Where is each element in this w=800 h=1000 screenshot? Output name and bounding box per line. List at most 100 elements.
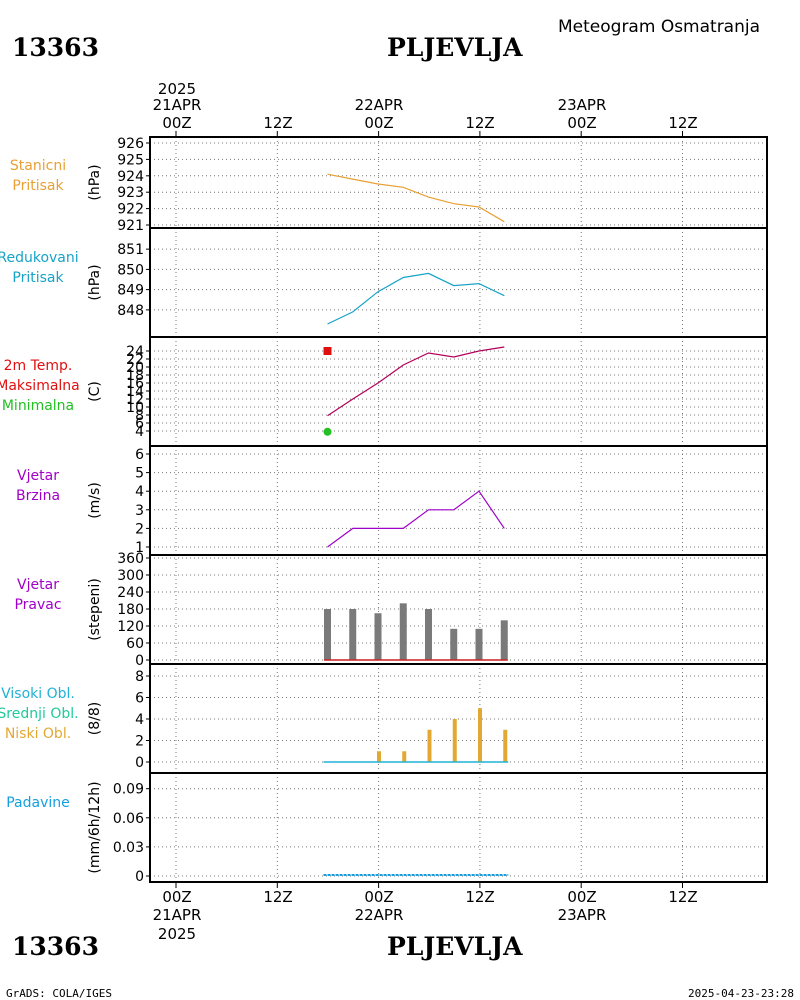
y-tick-label: 20: [126, 360, 144, 376]
y-tick-label: 848: [117, 303, 144, 319]
y-tick-label: 8: [135, 408, 144, 424]
series-line: [327, 272, 505, 325]
y-tick-label: 6: [135, 691, 144, 707]
bottom-date-label-1: 21APR: [153, 906, 202, 924]
y-tick-label: 10: [126, 400, 144, 416]
station-id: 13363: [12, 33, 99, 62]
top-date-label-2: 22APR: [355, 96, 404, 114]
y-tick-label: 2: [135, 521, 144, 537]
cloud-bar: [452, 719, 457, 762]
y-tick-label: 0.03: [113, 840, 144, 856]
panel-label: Brzina: [16, 488, 60, 504]
wind-direction-bar: [500, 620, 508, 660]
y-tick-label: 923: [117, 185, 144, 201]
wind-direction-bar: [349, 609, 357, 660]
y-tick-label: 16: [126, 376, 144, 392]
panel-label: Pravac: [14, 597, 61, 613]
top-hour-label-5: 00Z: [567, 114, 596, 132]
top-hour-label-4: 12Z: [465, 114, 494, 132]
panel-label: Maksimalna: [0, 378, 80, 394]
cloud-bar: [478, 708, 482, 762]
y-tick-label: 4: [135, 424, 144, 440]
wind-direction-bar: [450, 628, 458, 660]
y-tick-label: 24: [126, 344, 144, 360]
panel-label: Padavine: [6, 795, 70, 811]
y-tick-label: 60: [126, 636, 144, 652]
y-tick-label: 3: [135, 503, 144, 519]
y-axis-unit: (8/8): [87, 702, 103, 735]
y-tick-label: 4: [135, 484, 144, 500]
y-tick-label: 22: [126, 352, 144, 368]
cloud-bar: [377, 751, 381, 762]
panel-frame: [149, 772, 768, 883]
y-tick-label: 8: [135, 669, 144, 685]
footer-credit: GrADS: COLA/IGES: [6, 987, 112, 1000]
top-hour-label-6: 12Z: [668, 114, 697, 132]
y-tick-label: 12: [126, 392, 144, 408]
y-tick-label: 180: [117, 602, 144, 618]
y-tick-label: 360: [117, 551, 144, 567]
wind-direction-bar: [475, 628, 483, 660]
panel-precipitation: 0 0.03 0.06 0.09 Padavine (mm/6h/12h): [6, 772, 768, 885]
wind-direction-bar: [399, 603, 407, 660]
y-tick-label: 1: [135, 540, 144, 556]
bottom-hour-label-6: 12Z: [668, 888, 697, 906]
y-axis-unit: (C): [87, 381, 103, 402]
cloud-bar: [402, 751, 407, 762]
top-date-label-3: 23APR: [558, 96, 607, 114]
panel-label: Minimalna: [2, 398, 74, 414]
series-line: [327, 490, 505, 548]
panel-cloud_cover: 0 2 4 6 8 Visoki Obl. Srednji Obl. Niski Obl. (8…: [0, 663, 768, 774]
y-tick-label: 0: [135, 869, 144, 885]
y-tick-label: 921: [117, 218, 144, 234]
footer-station-name: PLJEVLJA: [387, 932, 523, 961]
top-hour-label-1: 00Z: [162, 114, 191, 132]
bottom-hour-label-4: 12Z: [465, 888, 494, 906]
panel-label: Stanicni: [10, 158, 66, 174]
y-tick-label: 924: [117, 169, 144, 185]
y-tick-label: 240: [117, 585, 144, 601]
y-tick-label: 5: [135, 466, 144, 482]
y-tick-label: 300: [117, 568, 144, 584]
y-axis-unit: (m/s): [87, 482, 103, 519]
bottom-hour-label-2: 12Z: [263, 888, 292, 906]
y-axis-unit: (mm/6h/12h): [87, 781, 103, 873]
y-tick-label: 6: [135, 416, 144, 432]
bottom-date-label-2: 22APR: [355, 906, 404, 924]
wind-direction-bar: [425, 609, 432, 660]
top-date-label-1: 21APR: [153, 96, 202, 114]
panel-label: Pritisak: [12, 178, 64, 194]
footer-timestamp: 2025-04-23-23:28: [688, 987, 794, 1000]
footer-station-id: 13363: [12, 932, 99, 961]
top-hour-label-2: 12Z: [263, 114, 292, 132]
tmin-marker: [323, 427, 332, 436]
y-tick-label: 4: [135, 712, 144, 728]
y-axis-unit: (hPa): [87, 264, 103, 300]
panel-label: Pritisak: [12, 270, 64, 286]
panel-label: Visoki Obl.: [1, 686, 75, 702]
series-line: [327, 346, 505, 417]
y-tick-label: 14: [126, 384, 144, 400]
panel-label: Srednji Obl.: [0, 706, 79, 722]
bottom-hour-label-1: 00Z: [162, 888, 191, 906]
y-tick-label: 849: [117, 283, 144, 299]
panel-label: 2m Temp.: [4, 358, 73, 374]
y-tick-label: 18: [126, 368, 144, 384]
y-tick-label: 0.09: [113, 782, 144, 798]
cloud-bar: [503, 729, 508, 762]
y-tick-label: 925: [117, 152, 144, 168]
top-year-label: 2025: [158, 80, 196, 98]
y-tick-label: 850: [117, 262, 144, 278]
wind-direction-bar: [374, 613, 382, 660]
y-tick-label: 851: [117, 242, 144, 258]
meteogram-subtitle: Meteogram Osmatranja: [558, 17, 760, 37]
panel-label: Vjetar: [17, 468, 59, 484]
y-tick-label: 0: [135, 755, 144, 771]
y-tick-label: 0: [135, 653, 144, 669]
y-tick-label: 0.06: [113, 811, 144, 827]
bottom-year-label: 2025: [158, 925, 196, 943]
